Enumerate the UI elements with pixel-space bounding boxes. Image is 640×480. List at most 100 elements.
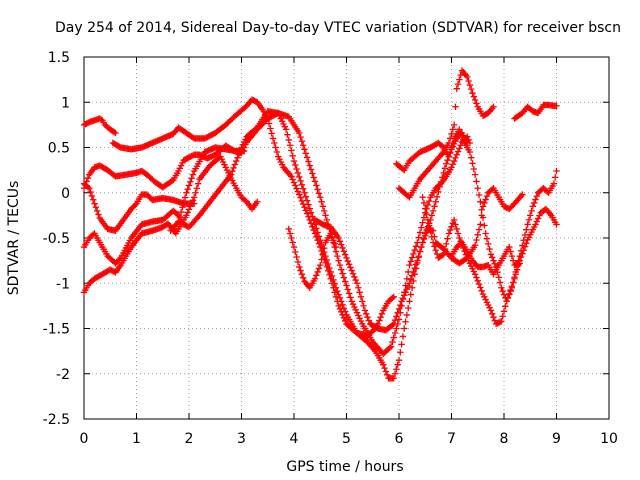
data-point: [401, 292, 407, 298]
data-point: [486, 246, 492, 252]
data-point: [421, 236, 427, 242]
data-point: [473, 100, 479, 106]
data-point: [431, 203, 437, 209]
data-point: [489, 254, 495, 260]
data-point: [484, 235, 490, 241]
data-point: [417, 229, 423, 235]
data-point: [90, 197, 96, 203]
data-point: [509, 283, 515, 289]
data-point: [320, 203, 326, 209]
data-point: [467, 82, 473, 88]
data-point: [347, 264, 353, 270]
data-point: [338, 266, 344, 272]
data-point: [364, 314, 370, 320]
data-series-arc1: [81, 115, 119, 136]
data-point: [379, 311, 385, 317]
data-point: [350, 271, 356, 277]
data-point: [409, 254, 415, 260]
data-point: [186, 206, 192, 212]
data-point: [91, 200, 97, 206]
y-axis-label: SDTVAR / TECUs: [6, 181, 22, 296]
data-point: [475, 232, 481, 238]
data-point: [301, 146, 307, 152]
data-point: [429, 212, 435, 218]
data-point: [292, 249, 298, 255]
data-point: [447, 227, 453, 233]
data-point: [313, 272, 319, 278]
data-point: [454, 85, 460, 91]
data-point: [317, 194, 323, 200]
data-point: [381, 365, 387, 371]
data-point: [553, 168, 559, 174]
data-point: [408, 258, 414, 264]
data-point: [349, 267, 355, 273]
x-tick-label: 3: [237, 431, 246, 447]
data-point: [334, 253, 340, 259]
data-point: [188, 175, 194, 181]
data-point: [296, 174, 302, 180]
data-point: [342, 251, 348, 257]
data-point: [455, 230, 461, 236]
data-series-arc13: [419, 194, 559, 327]
data-point: [452, 104, 458, 110]
data-point: [343, 255, 349, 261]
data-point: [182, 194, 188, 200]
series-group: [81, 67, 560, 381]
data-point: [292, 162, 298, 168]
data-point: [532, 196, 538, 202]
data-point: [293, 185, 299, 191]
data-point: [346, 290, 352, 296]
x-tick-label: 0: [80, 431, 89, 447]
data-point: [471, 166, 477, 172]
data-point: [291, 179, 297, 185]
data-point: [271, 140, 277, 146]
data-point: [456, 145, 462, 151]
data-point: [490, 314, 496, 320]
y-tick-label: 1.5: [48, 50, 70, 66]
data-point: [490, 257, 496, 263]
x-axis-label: GPS time / hours: [286, 459, 403, 475]
data-point: [455, 81, 461, 87]
data-point: [341, 274, 347, 280]
data-point: [342, 278, 348, 284]
data-point: [267, 125, 273, 131]
data-point: [397, 302, 403, 308]
x-tick-label: 6: [395, 431, 404, 447]
data-point: [473, 237, 479, 243]
data-point: [401, 325, 407, 331]
data-point: [304, 197, 310, 203]
data-point: [316, 265, 322, 271]
x-tick-label: 8: [500, 431, 509, 447]
data-point: [430, 208, 436, 214]
data-point: [471, 93, 477, 99]
data-point: [287, 230, 293, 236]
data-point: [360, 303, 366, 309]
data-point: [272, 144, 278, 150]
data-point: [274, 149, 280, 155]
data-point: [288, 235, 294, 241]
data-point: [402, 319, 408, 325]
data-point: [396, 357, 402, 363]
data-point: [297, 134, 303, 140]
data-point: [303, 150, 309, 156]
data-point: [352, 277, 358, 283]
data-point: [347, 294, 353, 300]
data-point: [501, 308, 507, 314]
data-point: [389, 339, 395, 345]
data-point: [412, 247, 418, 253]
data-point: [354, 280, 360, 286]
data-point: [444, 235, 450, 241]
data-point: [531, 200, 537, 206]
y-tick-label: -1: [56, 276, 70, 292]
data-point: [392, 330, 398, 336]
data-point: [469, 160, 475, 166]
x-tick-label: 9: [552, 431, 561, 447]
data-point: [405, 305, 411, 311]
data-series-arc14: [511, 102, 559, 122]
data-point: [305, 158, 311, 164]
data-point: [297, 195, 303, 201]
data-point: [284, 131, 290, 137]
data-point: [313, 182, 319, 188]
data-point: [377, 314, 383, 320]
data-point: [455, 148, 461, 154]
